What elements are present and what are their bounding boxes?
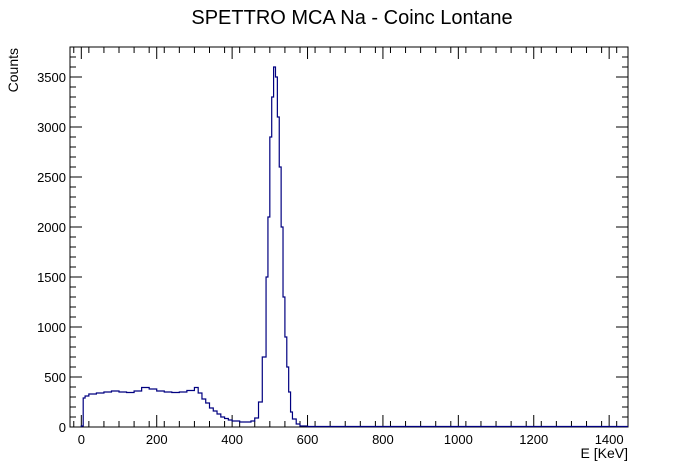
y-tick-label: 0 bbox=[59, 420, 66, 435]
y-tick-label: 1000 bbox=[37, 320, 66, 335]
axis-ticks bbox=[70, 46, 628, 428]
x-axis-label: E [KeV] bbox=[581, 445, 628, 461]
spectrum-series-line bbox=[80, 66, 628, 428]
plot-frame bbox=[69, 46, 629, 428]
x-tick-label: 200 bbox=[146, 432, 168, 447]
y-tick-label: 2000 bbox=[37, 220, 66, 235]
y-axis-label: Counts bbox=[5, 48, 21, 92]
y-tick-label: 2500 bbox=[37, 170, 66, 185]
y-tick-label: 1500 bbox=[37, 270, 66, 285]
y-tick-label: 3000 bbox=[37, 120, 66, 135]
y-tick-label: 3500 bbox=[37, 70, 66, 85]
x-tick-label: 800 bbox=[372, 432, 394, 447]
chart-title: SPETTRO MCA Na - Coinc Lontane bbox=[191, 7, 512, 29]
axis-tick-labels: 0 200 400 600 800 1000 1200 1400 0 500 1000 1500 200… bbox=[37, 70, 624, 447]
x-tick-label: 1200 bbox=[519, 432, 548, 447]
x-tick-label: 1400 bbox=[595, 432, 624, 447]
x-tick-label: 1000 bbox=[444, 432, 473, 447]
y-tick-label: 500 bbox=[44, 370, 66, 385]
x-tick-label: 600 bbox=[297, 432, 319, 447]
x-tick-label: 400 bbox=[221, 432, 243, 447]
x-tick-label: 0 bbox=[78, 432, 85, 447]
